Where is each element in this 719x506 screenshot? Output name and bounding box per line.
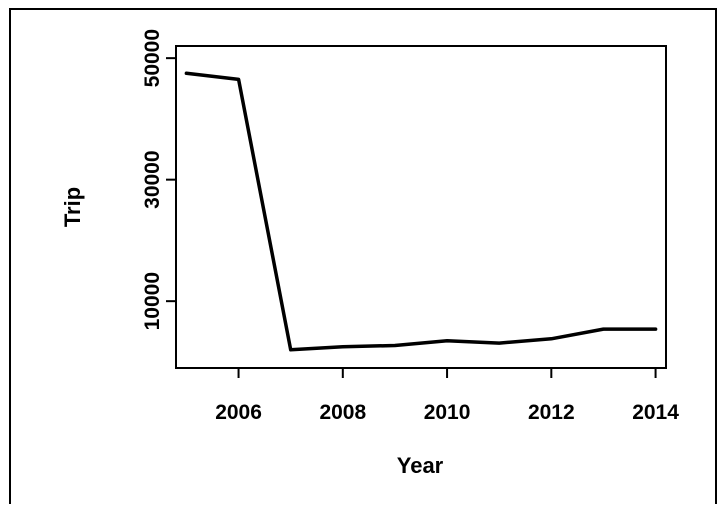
- figure-frame: [9, 8, 717, 504]
- y-tick-label: 50000: [141, 29, 164, 87]
- plot-area-box: [175, 45, 667, 369]
- x-axis: 2006 2008 2010 2012 2014: [215, 368, 679, 424]
- y-tick-label: 30000: [141, 150, 164, 208]
- y-axis-label: Trip: [60, 187, 85, 227]
- x-tick-label: 2010: [424, 401, 471, 424]
- x-tick-label: 2006: [215, 401, 262, 424]
- x-tick-label: 2012: [528, 401, 575, 424]
- x-tick-label: 2014: [632, 401, 679, 424]
- y-axis: 10000 30000 50000: [141, 29, 176, 330]
- x-tick-label: 2008: [319, 401, 366, 424]
- y-tick-label: 10000: [141, 272, 164, 330]
- series-line-trip: [184, 71, 658, 352]
- x-axis-label: Year: [397, 453, 444, 478]
